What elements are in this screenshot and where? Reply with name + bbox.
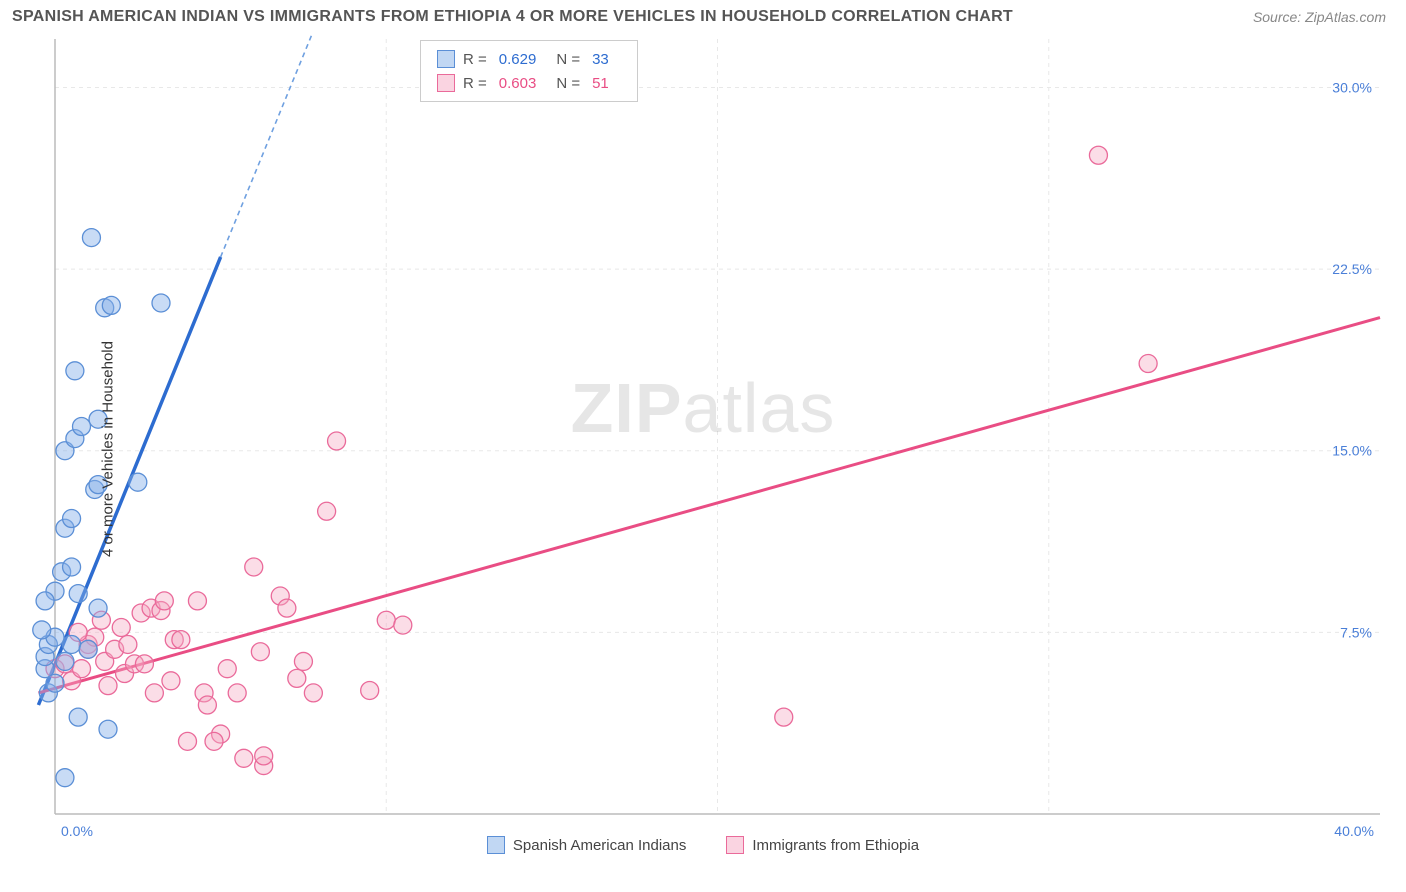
swatch-pink	[726, 836, 744, 854]
n-label: N =	[556, 51, 580, 68]
legend-row-blue: R = 0.629 N = 33	[437, 47, 621, 71]
source-text: Source: ZipAtlas.com	[1253, 9, 1386, 25]
chart-title: SPANISH AMERICAN INDIAN VS IMMIGRANTS FR…	[12, 8, 1013, 26]
chart-area: 4 or more Vehicles in Household ZIPatlas…	[0, 34, 1406, 864]
legend-label-blue: Spanish American Indians	[513, 837, 686, 854]
legend-item-pink: Immigrants from Ethiopia	[726, 836, 919, 854]
swatch-pink	[437, 74, 455, 92]
correlation-legend: R = 0.629 N = 33 R = 0.603 N = 51	[420, 40, 638, 102]
n-value-pink: 51	[592, 75, 609, 92]
legend-label-pink: Immigrants from Ethiopia	[752, 837, 919, 854]
series-legend: Spanish American Indians Immigrants from…	[0, 836, 1406, 854]
legend-row-pink: R = 0.603 N = 51	[437, 71, 621, 95]
r-value-pink: 0.603	[499, 75, 537, 92]
svg-text:15.0%: 15.0%	[1332, 443, 1372, 459]
scatter-plot: 7.5%15.0%22.5%30.0%0.0%40.0%	[0, 34, 1406, 864]
svg-text:30.0%: 30.0%	[1332, 79, 1372, 95]
n-label: N =	[556, 75, 580, 92]
svg-text:22.5%: 22.5%	[1332, 261, 1372, 277]
r-value-blue: 0.629	[499, 51, 537, 68]
n-value-blue: 33	[592, 51, 609, 68]
legend-item-blue: Spanish American Indians	[487, 836, 686, 854]
swatch-blue	[487, 836, 505, 854]
svg-text:7.5%: 7.5%	[1340, 624, 1372, 640]
r-label: R =	[463, 75, 487, 92]
r-label: R =	[463, 51, 487, 68]
y-axis-label: 4 or more Vehicles in Household	[99, 341, 116, 557]
swatch-blue	[437, 50, 455, 68]
